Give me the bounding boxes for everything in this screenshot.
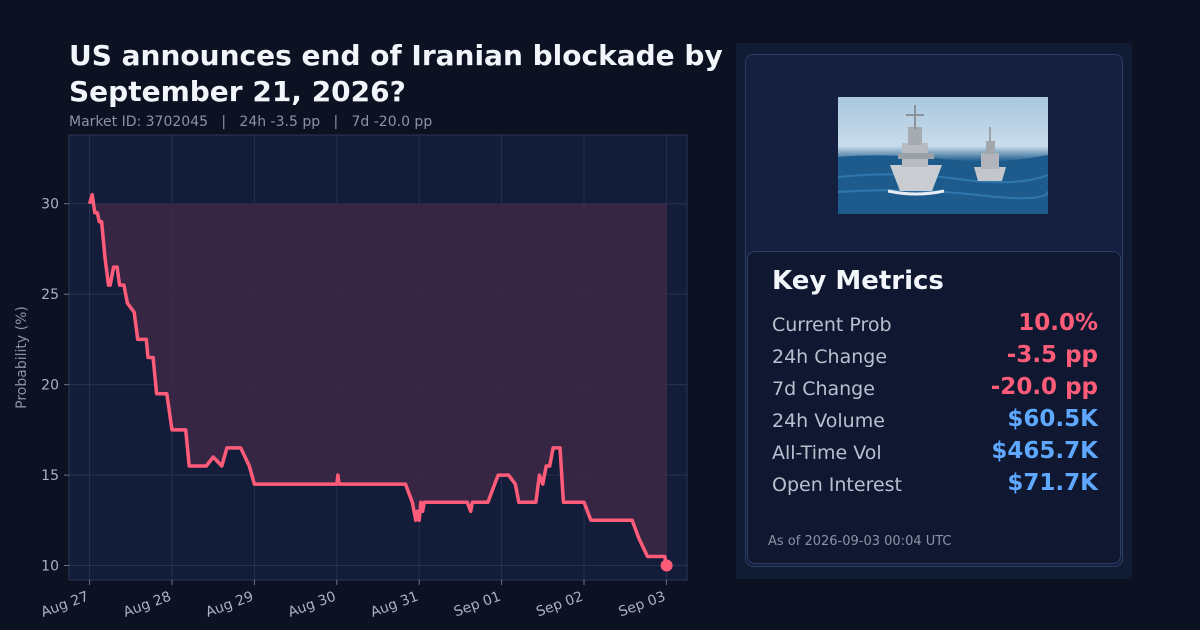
x-tick-label: Aug 28	[121, 589, 173, 621]
metric-label: Current Prob	[772, 314, 892, 336]
metric-value: 10.0%	[1018, 310, 1098, 336]
warships-photo	[838, 97, 1048, 214]
y-tick-label: 30	[41, 197, 59, 213]
x-tick-label: Aug 30	[286, 589, 338, 621]
metric-label: Open Interest	[772, 474, 903, 496]
probability-chart: 10 15 20 25 30 Aug 27 Aug 28 Aug 29 Aug 30 Aug 31…	[14, 134, 688, 621]
key-metrics-title: Key Metrics	[772, 266, 944, 296]
current-point-marker	[660, 559, 673, 572]
side-panel: Key Metrics Current Prob 10.0% 24h Chang…	[736, 43, 1132, 579]
metric-24h-change: 24h Change -3.5 pp	[772, 342, 1098, 374]
metric-label: 24h Change	[772, 346, 888, 368]
probability-line	[87, 192, 669, 566]
warship-image-icon	[838, 105, 1048, 214]
y-tick-label: 10	[41, 559, 59, 575]
metric-value: -3.5 pp	[1006, 342, 1098, 368]
metric-value: $465.7K	[991, 438, 1098, 464]
x-tick-label: Sep 01	[452, 589, 503, 621]
area-fill	[89, 194, 667, 566]
as-of-timestamp: As of 2026-09-03 00:04 UTC	[768, 534, 952, 549]
y-tick-label: 25	[41, 287, 59, 303]
page-title: US announces end of Iranian blockade by …	[69, 39, 723, 108]
y-tick-label: 15	[41, 468, 59, 484]
key-metrics-card: Key Metrics Current Prob 10.0% 24h Chang…	[747, 251, 1121, 564]
metric-label: 24h Volume	[772, 410, 885, 432]
metric-label: 7d Change	[772, 378, 875, 400]
metric-value: $60.5K	[1007, 406, 1098, 432]
x-tick-label: Sep 03	[617, 589, 668, 621]
metric-value: -20.0 pp	[990, 374, 1098, 400]
metric-all-time-vol: All-Time Vol $465.7K	[772, 438, 1098, 470]
side-card: Key Metrics Current Prob 10.0% 24h Chang…	[745, 54, 1123, 567]
metric-7d-change: 7d Change -20.0 pp	[772, 374, 1098, 406]
metric-open-interest: Open Interest $71.7K	[772, 470, 1098, 502]
x-tick-label: Aug 29	[204, 589, 256, 621]
market-subtitle: Market ID: 3702045 | 24h -3.5 pp | 7d -2…	[69, 114, 433, 130]
y-axis-label: Probability (%)	[14, 306, 30, 409]
metric-label: All-Time Vol	[772, 442, 882, 464]
x-tick-label: Aug 27	[39, 589, 91, 621]
y-tick-label: 20	[41, 378, 59, 394]
x-tick-label: Sep 02	[534, 589, 585, 621]
metric-24h-volume: 24h Volume $60.5K	[772, 406, 1098, 438]
metric-value: $71.7K	[1007, 470, 1098, 496]
metric-current-prob: Current Prob 10.0%	[772, 310, 1098, 342]
x-tick-label: Aug 31	[368, 589, 420, 621]
